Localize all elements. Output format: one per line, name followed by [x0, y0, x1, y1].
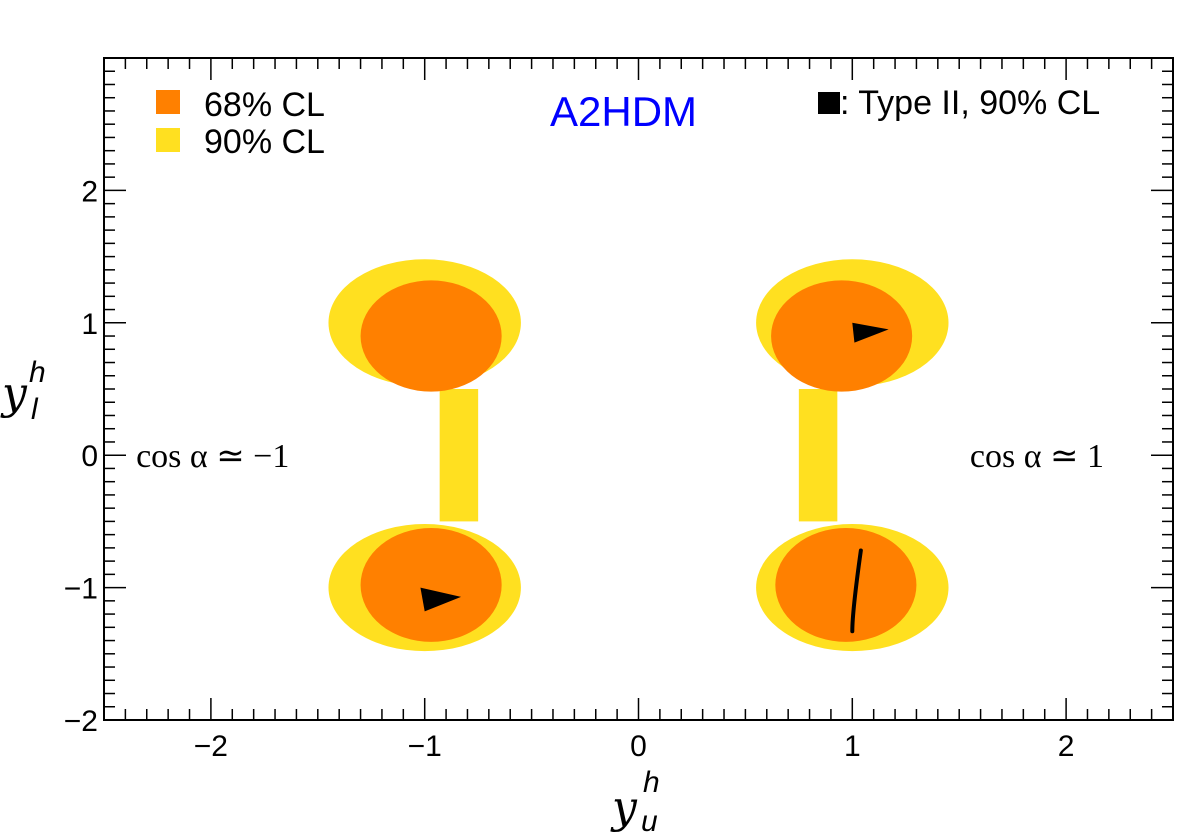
type2-region-0 — [852, 322, 889, 343]
cl68-region-1 — [360, 528, 502, 642]
legend-swatch-90 — [156, 128, 180, 152]
x-tick-label: 2 — [1058, 730, 1075, 763]
tick-labels-layer: −2 −1 0 1 2 −2 −1 0 1 2 — [64, 175, 1075, 763]
y-tick-label: 1 — [81, 308, 98, 341]
ticks-layer — [103, 57, 1174, 721]
legend: 68% CL 90% CL — [156, 86, 325, 161]
y-axis-label-sup: h — [29, 356, 46, 389]
legend-swatch-68 — [156, 90, 180, 114]
type2-region-1 — [420, 587, 462, 612]
cl68-region-2 — [771, 280, 913, 392]
y-axis-label-var: y — [0, 368, 28, 419]
chart-title: A2HDM — [550, 88, 697, 135]
type2-swatch — [818, 92, 840, 114]
x-tick-label: −2 — [194, 730, 228, 763]
cl68-region-0 — [360, 280, 502, 392]
annotation-cos-alpha-one: cos α ≃ 1 — [970, 438, 1104, 475]
type2-label: : Type II, 90% CL — [840, 84, 1100, 122]
x-axis-label-var: y — [610, 782, 638, 833]
x-axis-label-sup: h — [643, 766, 660, 799]
y-axis-label-sub: l — [31, 393, 39, 426]
x-tick-label: −1 — [408, 730, 442, 763]
x-tick-label: 0 — [630, 730, 647, 763]
cl68-region-3 — [775, 528, 917, 642]
legend-label-90: 90% CL — [204, 123, 325, 161]
y-tick-label: 0 — [81, 440, 98, 473]
y-tick-label: −2 — [64, 705, 98, 738]
x-tick-label: 1 — [844, 730, 861, 763]
x-axis-label-sub: u — [641, 805, 658, 837]
type2-region-2 — [850, 548, 863, 634]
y-tick-label: 2 — [81, 175, 98, 208]
legend-label-68: 68% CL — [204, 86, 325, 124]
annotation-cos-alpha-minus-one: cos α ≃ −1 — [136, 438, 289, 475]
cl90-neck-0 — [439, 389, 479, 522]
x-axis-label: y h u — [610, 766, 660, 837]
y-axis-label: y h l — [0, 356, 46, 426]
y-tick-label: −1 — [64, 573, 98, 606]
data-layer — [328, 259, 949, 652]
type2-legend: : Type II, 90% CL — [818, 84, 1100, 122]
cl90-neck-1 — [798, 389, 838, 522]
